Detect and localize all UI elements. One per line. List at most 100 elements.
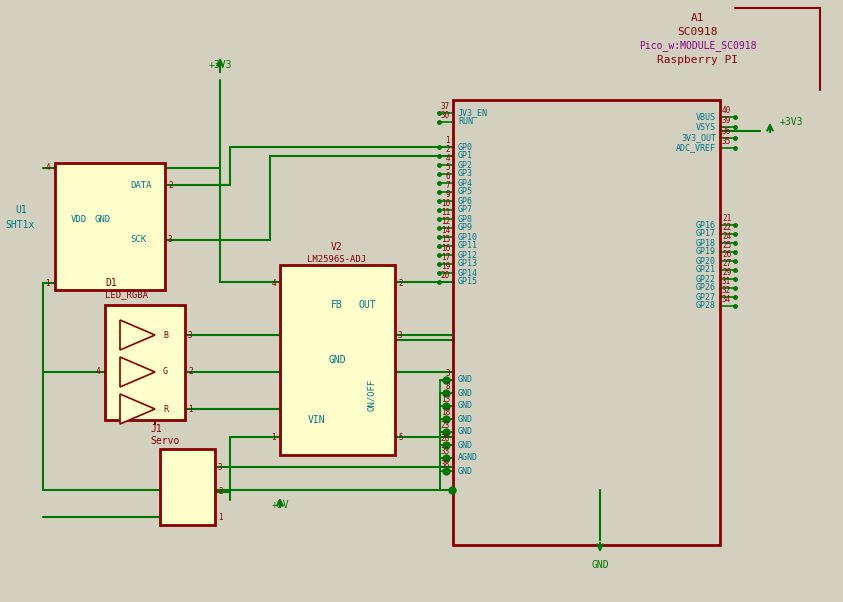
Text: JV3_EN: JV3_EN (458, 108, 488, 117)
Text: 21: 21 (722, 214, 731, 223)
Text: VDD: VDD (71, 216, 87, 225)
Text: SHT1x: SHT1x (5, 220, 35, 230)
Text: V2: V2 (331, 242, 343, 252)
Text: GP3: GP3 (458, 170, 473, 179)
Text: SC0918: SC0918 (678, 27, 718, 37)
Text: 19: 19 (441, 262, 450, 271)
Text: GND: GND (458, 467, 473, 476)
Text: +9V: +9V (271, 500, 289, 510)
Text: GP28: GP28 (696, 302, 716, 311)
Text: 37: 37 (441, 102, 450, 111)
Text: J1: J1 (150, 424, 162, 434)
Text: 4: 4 (95, 367, 100, 376)
Text: 4: 4 (271, 279, 276, 288)
Text: 4: 4 (46, 164, 50, 173)
Text: GND: GND (458, 415, 473, 423)
Text: 2: 2 (188, 367, 192, 376)
Text: 35: 35 (722, 137, 731, 146)
Text: 11: 11 (441, 208, 450, 217)
Text: 29: 29 (722, 268, 731, 277)
Text: GP0: GP0 (458, 143, 473, 152)
Text: 8: 8 (445, 382, 450, 391)
Text: 15: 15 (441, 235, 450, 244)
Text: 9: 9 (445, 190, 450, 199)
Text: GP10: GP10 (458, 232, 478, 241)
Text: Raspberry PI: Raspberry PI (658, 55, 738, 65)
Text: GP12: GP12 (458, 250, 478, 259)
Text: 3V3_OUT: 3V3_OUT (681, 134, 716, 143)
Text: G: G (163, 367, 168, 376)
Text: U1: U1 (15, 205, 27, 215)
Text: GP6: GP6 (458, 196, 473, 205)
Text: 12: 12 (441, 217, 450, 226)
Text: LED_RGBA: LED_RGBA (105, 291, 148, 300)
Text: 22: 22 (722, 223, 731, 232)
Text: 27: 27 (722, 259, 731, 268)
Text: 17: 17 (441, 253, 450, 262)
Text: 34: 34 (722, 295, 731, 304)
Text: LM2596S-ADJ: LM2596S-ADJ (308, 255, 367, 264)
Text: GP19: GP19 (696, 247, 716, 256)
Text: SCK: SCK (130, 235, 146, 244)
Text: 2: 2 (168, 181, 173, 190)
Text: GP18: GP18 (696, 238, 716, 247)
Text: 13: 13 (441, 395, 450, 404)
Text: VSYS: VSYS (696, 122, 716, 131)
Text: GND: GND (591, 560, 609, 570)
Text: 6: 6 (445, 172, 450, 181)
Text: GP4: GP4 (458, 179, 473, 187)
Bar (280, 265, 395, 455)
Text: 33: 33 (441, 447, 450, 456)
Text: 39: 39 (722, 116, 731, 125)
Text: 2: 2 (398, 279, 403, 288)
Text: GP11: GP11 (458, 241, 478, 250)
Text: GP22: GP22 (696, 275, 716, 284)
Text: A1: A1 (691, 13, 705, 23)
Text: 25: 25 (722, 241, 731, 250)
Text: GND: GND (458, 402, 473, 411)
Bar (453, 100, 720, 545)
Text: D1: D1 (105, 278, 116, 288)
Text: 31: 31 (722, 277, 731, 286)
Text: GND: GND (328, 355, 346, 365)
Text: Pico_w:MODULE_SC0918: Pico_w:MODULE_SC0918 (639, 40, 757, 51)
Text: 26: 26 (722, 250, 731, 259)
Bar (160, 449, 215, 525)
Text: 23: 23 (441, 421, 450, 430)
Text: GP27: GP27 (696, 293, 716, 302)
Text: GP5: GP5 (458, 187, 473, 196)
Text: GND: GND (458, 376, 473, 385)
Polygon shape (120, 394, 155, 424)
Text: 3: 3 (218, 462, 223, 471)
Text: 30: 30 (441, 111, 450, 120)
Text: 32: 32 (722, 286, 731, 295)
Text: GP1: GP1 (458, 152, 473, 161)
Text: GP17: GP17 (696, 229, 716, 238)
Text: +3V3: +3V3 (208, 60, 232, 70)
Text: ADC_VREF: ADC_VREF (676, 143, 716, 152)
Text: GP20: GP20 (696, 256, 716, 265)
Text: 5: 5 (398, 432, 403, 441)
Text: 7: 7 (445, 181, 450, 190)
Polygon shape (120, 320, 155, 350)
Text: 3: 3 (445, 369, 450, 378)
Text: VBUS: VBUS (696, 113, 716, 122)
Text: 38: 38 (441, 460, 450, 469)
Text: 2: 2 (445, 145, 450, 154)
Text: RUN: RUN (458, 117, 473, 126)
Text: 4: 4 (445, 154, 450, 163)
Text: GP16: GP16 (696, 220, 716, 229)
Text: 3: 3 (168, 235, 173, 244)
Text: GND: GND (458, 427, 473, 436)
Text: 14: 14 (441, 226, 450, 235)
Polygon shape (120, 357, 155, 387)
Text: ON/OFF: ON/OFF (368, 379, 377, 411)
Text: FB: FB (331, 300, 343, 310)
Text: GND: GND (458, 441, 473, 450)
Text: 10: 10 (441, 199, 450, 208)
Text: 20: 20 (441, 271, 450, 280)
Text: 16: 16 (441, 244, 450, 253)
Text: GND: GND (458, 388, 473, 397)
Text: GP21: GP21 (696, 265, 716, 275)
Text: 3: 3 (188, 330, 192, 340)
